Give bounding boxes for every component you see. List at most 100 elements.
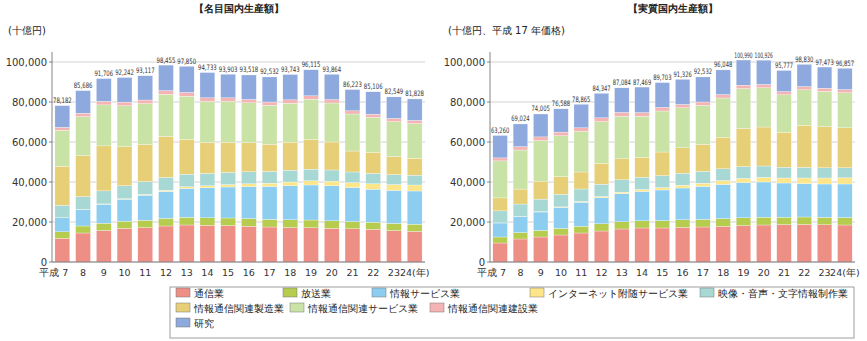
bar-segment (366, 229, 381, 262)
bar-segment (55, 232, 70, 239)
bar-segment (283, 75, 298, 100)
bar-segment (594, 122, 609, 164)
bar-segment (817, 127, 832, 168)
bar-segment (716, 219, 731, 227)
bar-segment (76, 226, 91, 233)
bar-segment (635, 113, 650, 117)
bar-segment (366, 152, 381, 173)
tick-label: 20,000 (12, 217, 47, 228)
bar-segment (797, 64, 812, 86)
bar-segment (756, 88, 771, 127)
bar-segment (324, 228, 339, 262)
bar-segment (407, 158, 422, 175)
bar-segment (200, 73, 215, 98)
tick-label: 100,000 (444, 57, 485, 68)
tick-label: 40,000 (450, 177, 485, 188)
bar-segment (366, 189, 381, 222)
bar-segment (696, 219, 711, 227)
bar-segment (117, 106, 132, 147)
bar-segment (262, 183, 277, 186)
bar-segment (493, 135, 508, 157)
tick-label: 100,000 (6, 57, 47, 68)
bar-segment (304, 220, 319, 228)
category-label: 平成 7 (477, 267, 506, 278)
bar-segment (817, 184, 832, 217)
category-label: 20 (326, 267, 338, 278)
tick-label: 60,000 (12, 137, 47, 148)
total-label: 93,743 (281, 65, 300, 74)
bar-segment (838, 225, 853, 262)
series: インターネット附随サービス業 (493, 177, 852, 223)
bar-segment (283, 142, 298, 170)
bar-segment (407, 124, 422, 159)
bar-segment (574, 189, 589, 201)
bar-segment (159, 190, 174, 191)
legend-label: 映像・音声・文字情報制作業 (718, 288, 848, 299)
bar-segment (117, 221, 132, 228)
bar-segment (55, 238, 70, 262)
bar-segment (407, 224, 422, 231)
bar-segment (655, 152, 670, 176)
bar-segment (324, 181, 339, 186)
bar-segment (345, 90, 360, 111)
bar-segment (345, 172, 360, 183)
bar-segment (493, 223, 508, 237)
axis-label: (十億円) (8, 25, 46, 36)
bar-segment (221, 98, 236, 102)
category-label: 13 (181, 267, 193, 278)
bar-segment (838, 128, 853, 168)
bar-segment (262, 77, 277, 102)
bar-segment (304, 139, 319, 169)
chart-title: 【名目国内生産額】 (194, 3, 284, 14)
category-label: 12 (595, 267, 607, 278)
bar-segment (386, 185, 401, 191)
bar-segment (179, 188, 194, 217)
bar-segment (716, 226, 731, 262)
tick-mark (487, 262, 490, 263)
category-label: 24(年) (400, 267, 430, 278)
bar-segment (675, 148, 690, 173)
bar-segment (513, 217, 528, 233)
bar-segment (594, 231, 609, 262)
bar-segment (716, 95, 731, 98)
bar-segment (797, 184, 812, 217)
category-label: 16 (677, 267, 689, 278)
bar-segment (533, 114, 548, 137)
total-label: 93,518 (240, 65, 259, 74)
bar-segment (386, 118, 401, 121)
bar-segment (554, 235, 569, 262)
bar-segment (200, 225, 215, 262)
bar-segment (138, 100, 153, 104)
tick-label: 0 (479, 257, 485, 268)
chart: 【実質国内生産額】(十億円、平成 17 年価格)020,00040,00060,… (444, 3, 860, 278)
bar-segment (407, 191, 422, 224)
bar-segment (159, 191, 174, 218)
bar-segment (96, 146, 111, 191)
bar-segment (96, 79, 111, 102)
bar-segment (736, 226, 751, 262)
bar-segment (817, 88, 832, 91)
bar-segment (716, 184, 731, 218)
bar-segment (513, 239, 528, 262)
bar-segment (594, 224, 609, 231)
bar-segment (838, 68, 853, 89)
legend-label: 放送業 (301, 288, 331, 299)
bar-segment (283, 186, 298, 220)
bar-segment (138, 76, 153, 100)
category-label: 19 (305, 267, 317, 278)
bar-segment (407, 99, 422, 120)
bar-segment (221, 142, 236, 172)
bar-segment (96, 223, 111, 230)
bar-segment (96, 105, 111, 146)
total-label: 95,777 (775, 61, 793, 70)
bar-segment (635, 191, 650, 220)
bar-segment (283, 100, 298, 103)
bar-segment (324, 221, 339, 229)
bar-segment (554, 109, 569, 132)
category-label: 22 (798, 267, 810, 278)
bar-segment (304, 185, 319, 220)
bar-segment (386, 231, 401, 262)
bar-segment (675, 108, 690, 148)
total-label: 84,347 (592, 84, 610, 93)
bar-segment (513, 204, 528, 216)
